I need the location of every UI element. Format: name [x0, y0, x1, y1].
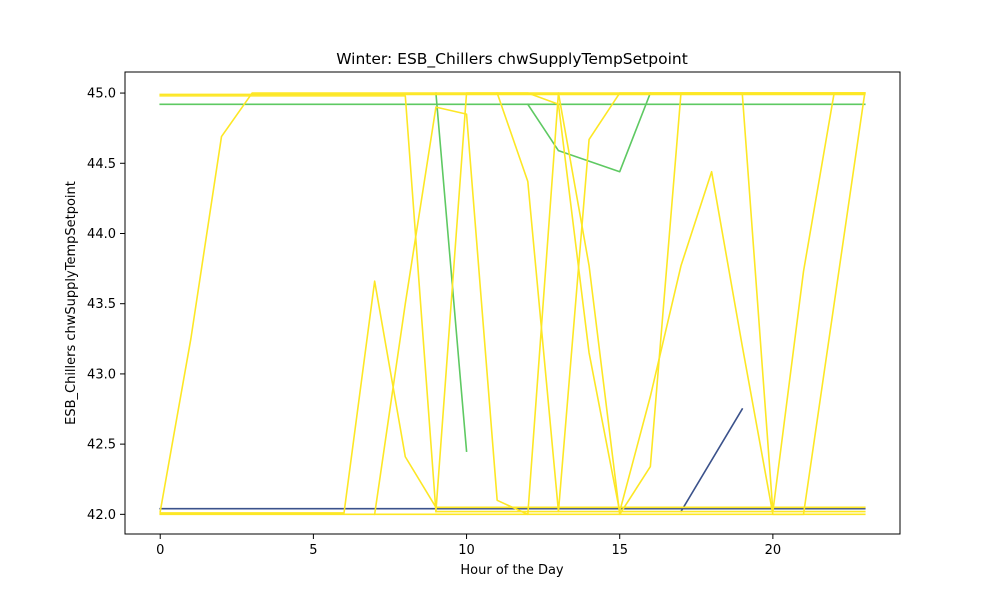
series-line-5	[526, 92, 652, 173]
x-tick-label: 15	[611, 543, 628, 558]
y-tick-label: 44.0	[87, 227, 116, 242]
y-tick-label: 45.0	[87, 87, 116, 102]
series-line-10	[159, 106, 866, 516]
y-tick-label: 42.5	[87, 438, 116, 453]
y-axis: 42.0 42.5 43.0 43.5 44.0 44.5 45.0	[87, 87, 125, 523]
y-tick-label: 44.5	[87, 157, 116, 172]
y-axis-label: ESB_Chillers chwSupplyTempSetpoint	[64, 181, 79, 425]
x-tick-label: 0	[156, 543, 164, 558]
series-line-4	[435, 92, 468, 453]
y-tick-label: 42.0	[87, 508, 116, 523]
x-axis-label: Hour of the Day	[460, 563, 564, 578]
plot-area-frame	[124, 71, 901, 535]
y-tick-label: 43.5	[87, 297, 116, 312]
series-line-13	[496, 92, 866, 516]
x-tick-label: 20	[765, 543, 782, 558]
series-layer	[159, 92, 866, 516]
series-line-2	[679, 407, 744, 513]
chart-title: Winter: ESB_Chillers chwSupplyTempSetpoi…	[336, 50, 688, 69]
series-line-8	[159, 95, 866, 513]
x-tick-label: 10	[458, 543, 475, 558]
x-axis: 0 5 10 15 20	[156, 534, 781, 558]
y-tick-label: 43.0	[87, 367, 116, 382]
x-tick-label: 5	[309, 543, 317, 558]
series-line-14	[649, 92, 866, 513]
